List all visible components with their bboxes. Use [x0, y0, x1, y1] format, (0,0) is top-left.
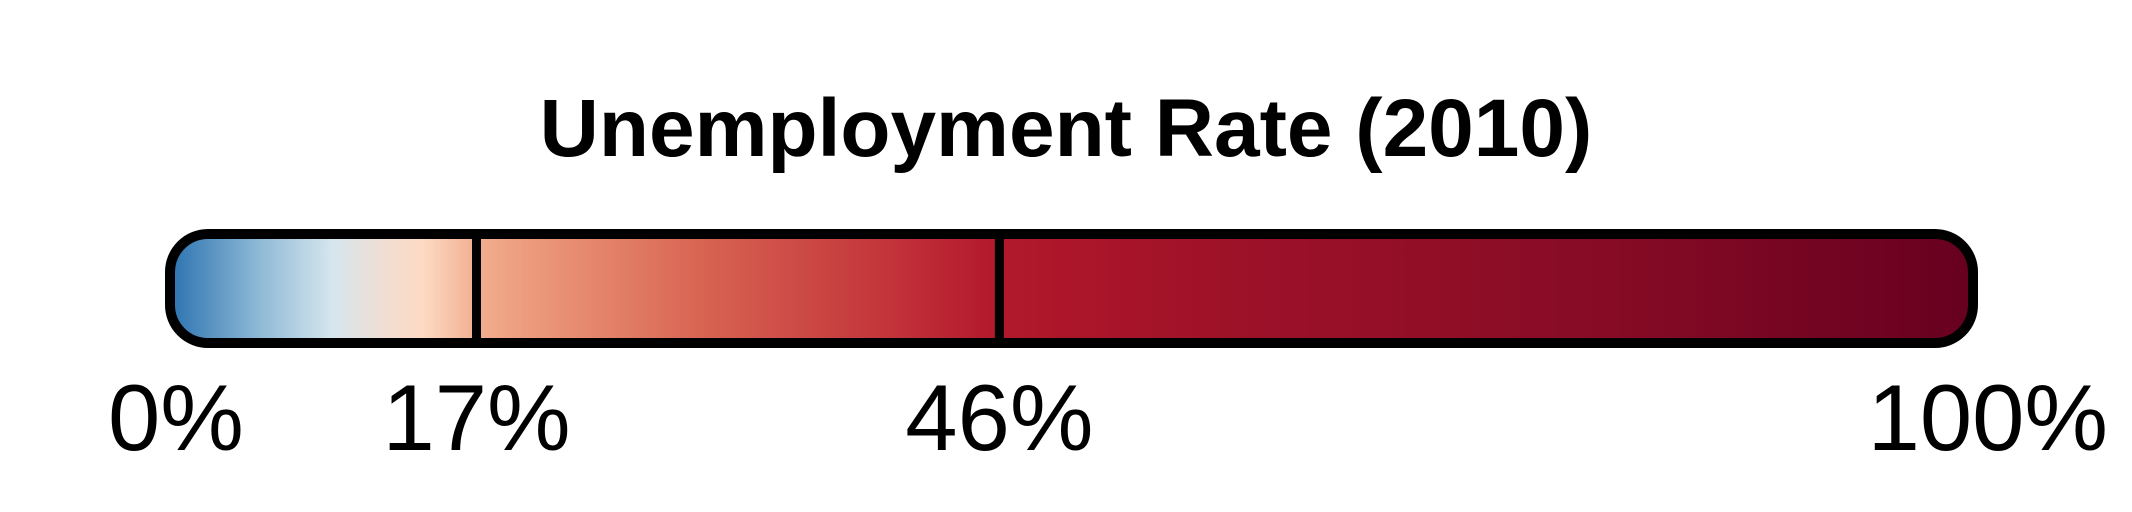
- divider-group: [472, 234, 1004, 343]
- tick-label-group: 0% 17% 46% 100%: [108, 365, 2108, 470]
- color-gradient-bar: [170, 234, 1973, 343]
- tick-label: 100%: [1868, 365, 2108, 470]
- tick-label: 0%: [108, 365, 244, 470]
- chart-title: Unemployment Rate (2010): [540, 83, 1593, 174]
- colorbar-outline: [165, 229, 1978, 348]
- tick-label: 46%: [905, 365, 1093, 470]
- tick-label: 17%: [382, 365, 570, 470]
